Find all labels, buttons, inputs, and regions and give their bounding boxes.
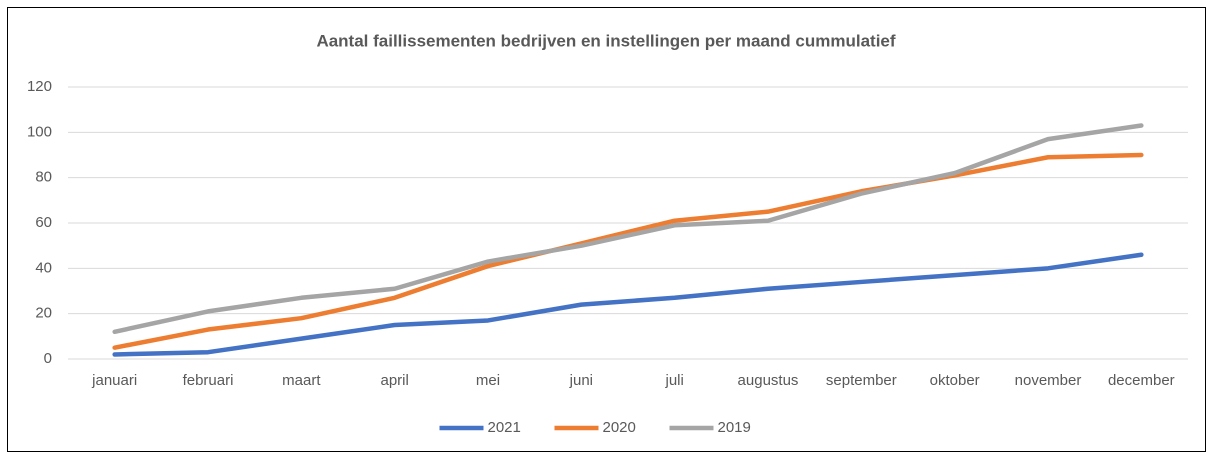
line-series [112,152,1144,350]
x-tick-label: februari [183,372,234,389]
y-tick-label: 0 [44,350,52,367]
y-tick-label: 40 [35,259,52,276]
y-tick-label: 60 [35,214,52,231]
x-tick-label: december [1108,372,1175,389]
chart-border [7,7,1206,452]
chart-title: Aantal faillissementen bedrijven en inst… [316,31,895,50]
x-tick-label: oktober [930,372,980,389]
y-tick-label: 100 [27,123,52,140]
legend-label: 2019 [718,419,751,436]
x-tick-label: januari [91,372,137,389]
y-tick-label: 120 [27,78,52,95]
y-tick-label: 80 [35,169,52,186]
legend-label: 2020 [603,419,636,436]
line-series [112,123,1144,335]
x-tick-label: juli [664,372,683,389]
x-tick-label: maart [282,372,321,389]
x-tick-label: september [826,372,897,389]
x-tick-label: mei [476,372,500,389]
x-tick-label: augustus [738,372,799,389]
x-tick-label: juni [569,372,593,389]
y-tick-label: 20 [35,305,52,322]
line-series [112,252,1144,357]
x-tick-label: november [1015,372,1082,389]
x-tick-label: april [380,372,408,389]
legend-label: 2021 [488,419,521,436]
